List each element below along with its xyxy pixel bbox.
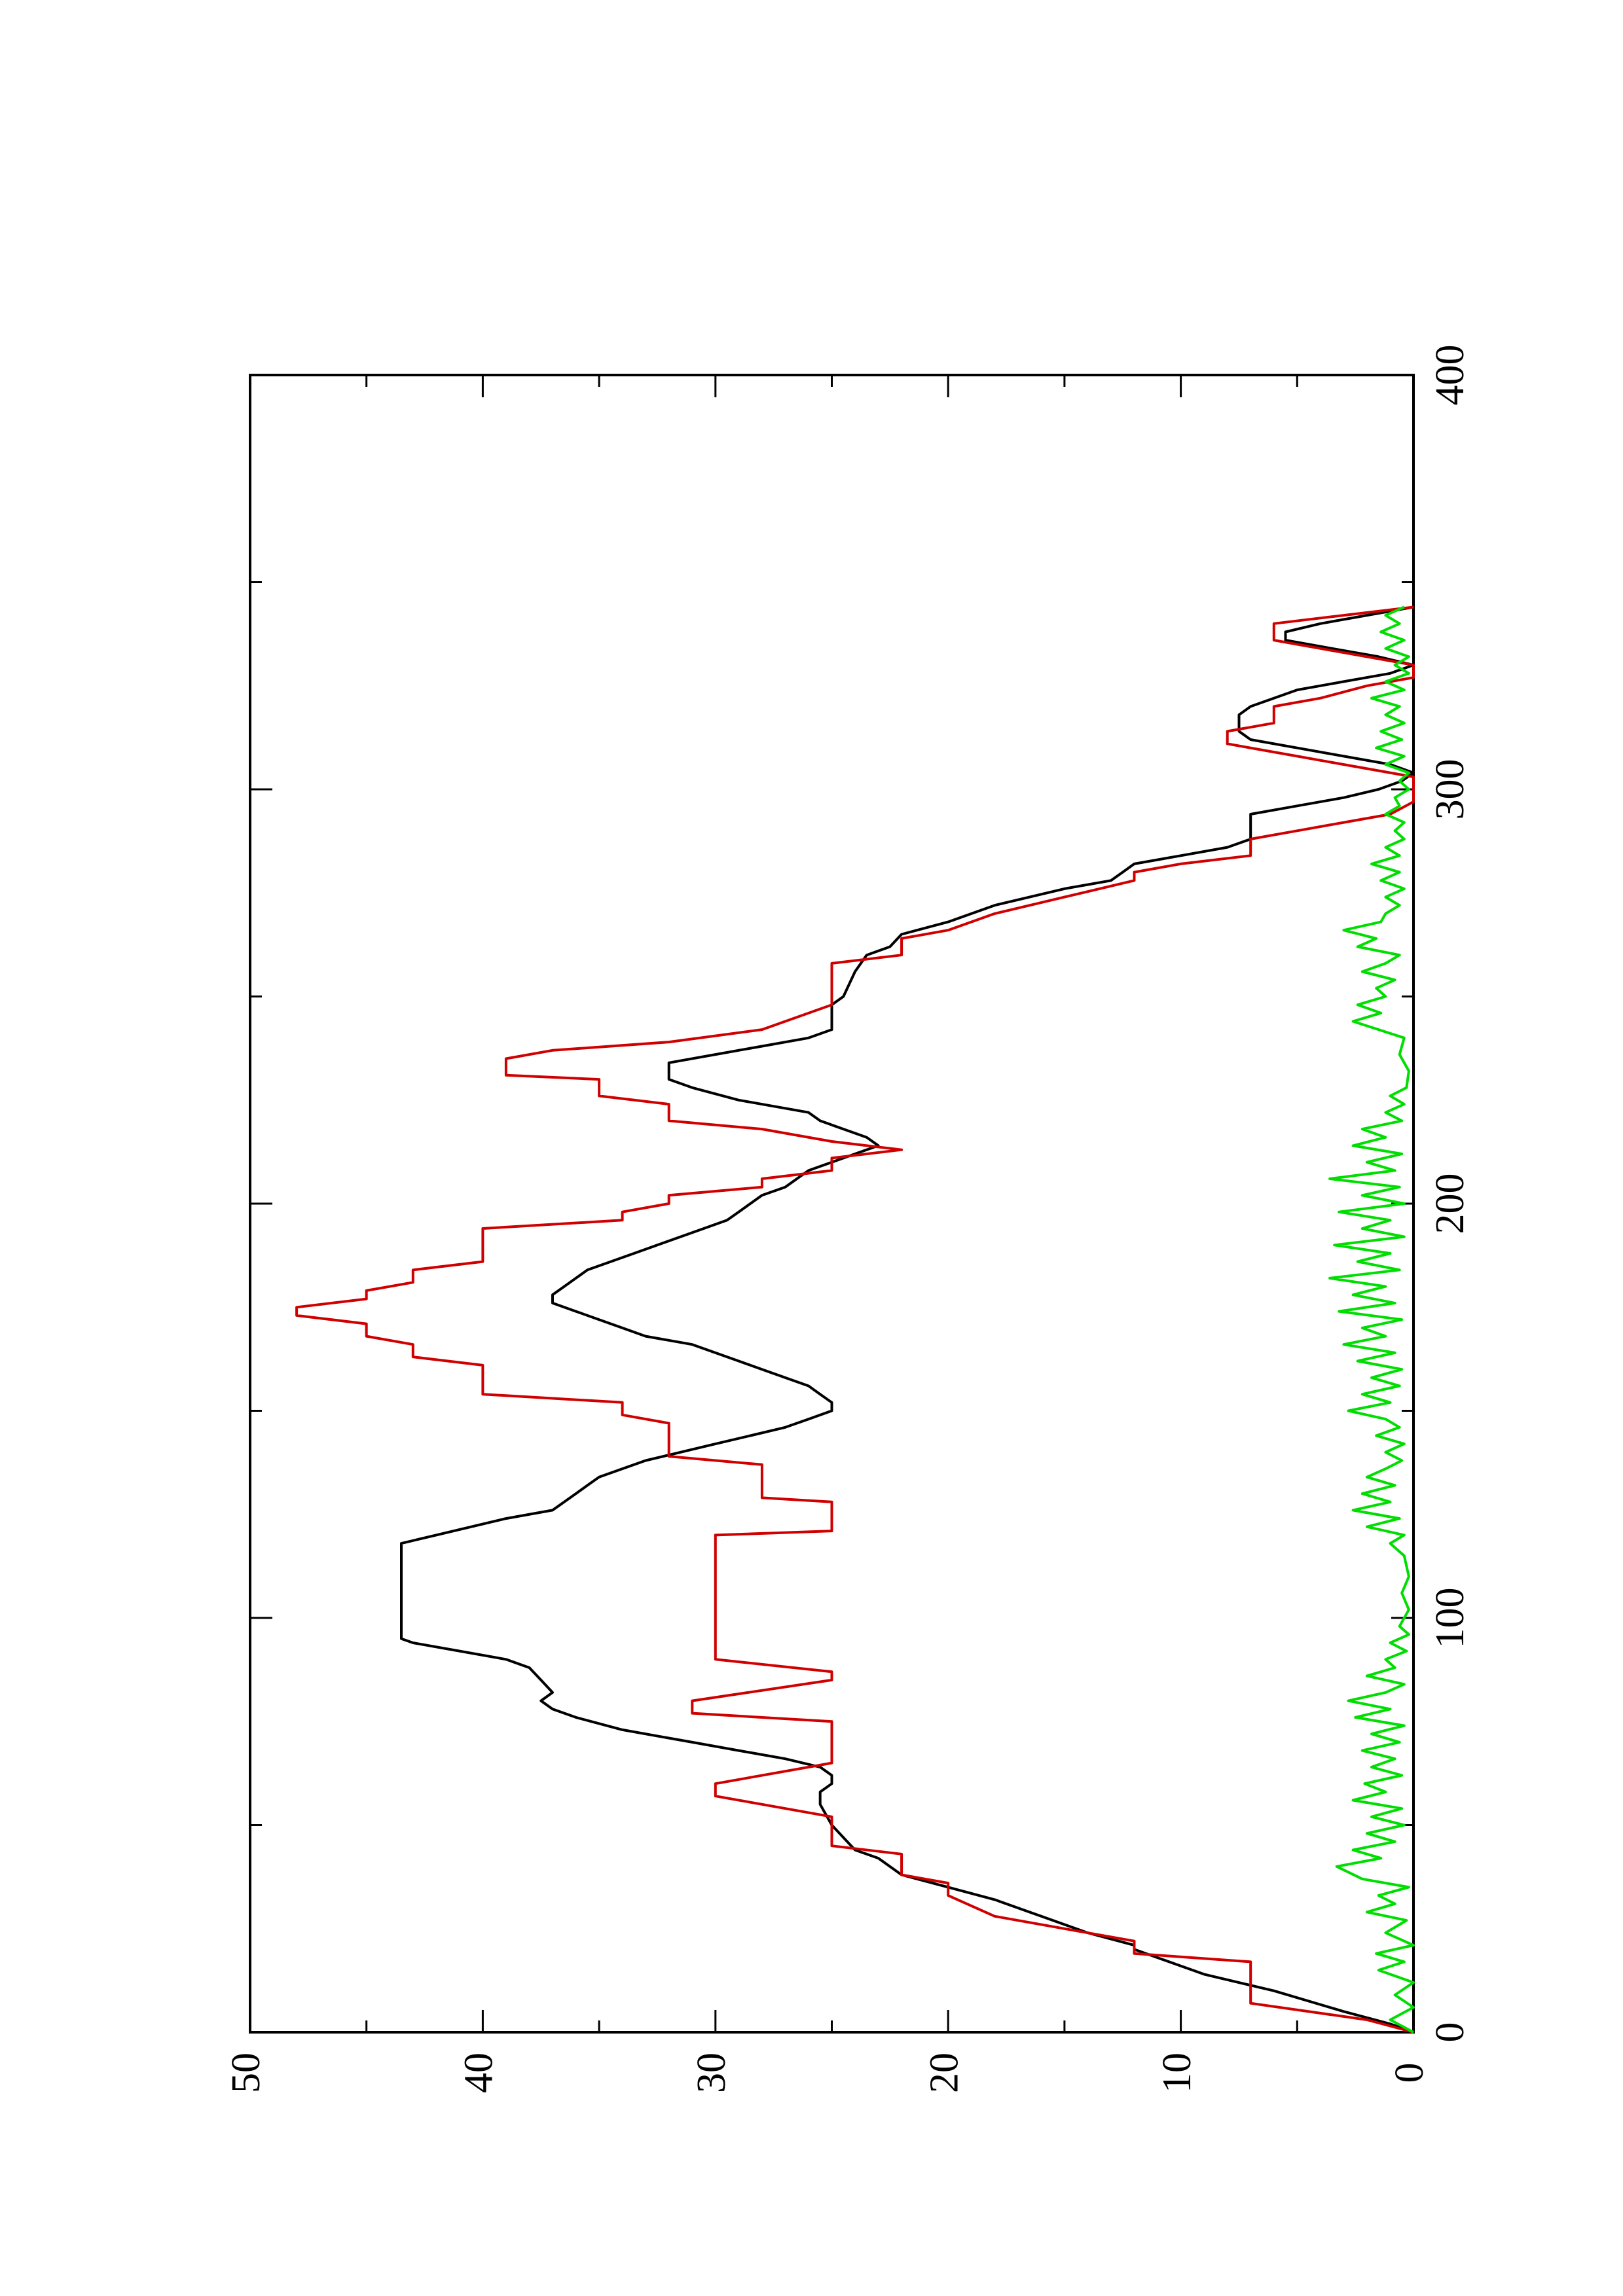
y-tick-label: 40 xyxy=(457,2053,501,2093)
y-tick-label: 10 xyxy=(1155,2053,1199,2093)
series-line-1 xyxy=(400,605,1415,2034)
y-tick-label: 0 xyxy=(1387,2063,1432,2083)
y-tick-label: 30 xyxy=(689,2053,734,2093)
x-tick-label: 100 xyxy=(1428,1588,1472,1649)
data-series xyxy=(295,605,1415,2034)
y-tick-label: 20 xyxy=(922,2053,966,2093)
series-line-2 xyxy=(295,605,1415,2034)
series-line-3 xyxy=(1328,605,1415,2034)
x-tick-label: 300 xyxy=(1428,759,1472,820)
y-tick-label: 50 xyxy=(224,2053,268,2093)
x-tick-label: 0 xyxy=(1428,2022,1472,2043)
tick-labels: 0 100 200 300 400 0 10 20 30 40 50 xyxy=(224,345,1472,2094)
x-tick-label: 400 xyxy=(1428,345,1472,406)
x-tick-label: 200 xyxy=(1428,1174,1472,1234)
